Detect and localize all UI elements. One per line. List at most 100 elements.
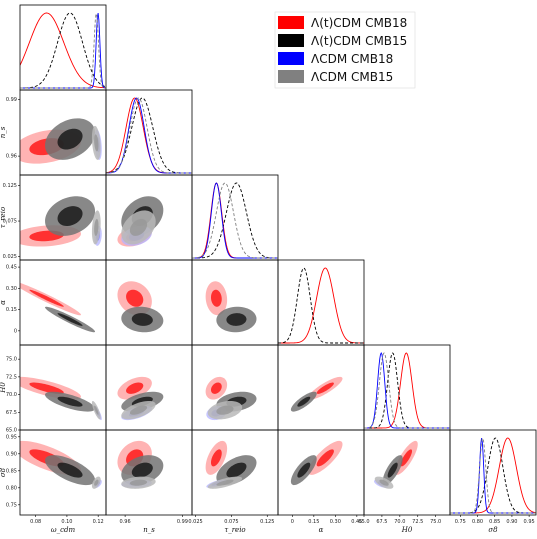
- panel-frame: [277, 429, 365, 516]
- legend-label-t_cmb18: Λ(t)CDM CMB18: [311, 16, 407, 30]
- y-tick-label: 0.95: [6, 434, 17, 440]
- contour-t_cmb15-alpha-sigma8-1sigma: [297, 462, 311, 478]
- x-tick-label: 0.75: [455, 519, 466, 525]
- panel-omega_cdm-H0: 65.0 67.5 70.0 72.5 75.0 H0: [0, 344, 107, 434]
- panel-frame: [191, 344, 279, 431]
- contour-t_cmb18-alpha-H0-1sigma: [316, 382, 334, 394]
- contour-l_cmb15-n_s-tau_reio-1sigma: [129, 218, 148, 236]
- legend-label-l_cmb15: ΛCDM CMB15: [311, 70, 393, 84]
- contour-l_cmb15-tau_reio-sigma8-1sigma: [216, 479, 234, 486]
- x-axis-label-n_s: n_s: [143, 526, 155, 534]
- y-axis-label-H0: H0: [0, 382, 7, 394]
- contour-t_cmb15-omega_cdm-tau_reio-1sigma: [57, 206, 83, 226]
- marginal-t_cmb15-sigma8: [450, 437, 536, 514]
- y-tick-label: 70.0: [6, 392, 17, 398]
- legend-label-t_cmb15: Λ(t)CDM CMB15: [311, 34, 407, 48]
- panels: 0.96 0.99 n_s 0.025 0.075 0.125 τ_reio 0 0.15 0.3…: [0, 4, 537, 534]
- contour-l_cmb15-tau_reio-H0-1sigma: [216, 405, 234, 415]
- x-tick-label: 0: [291, 519, 294, 525]
- marginal-l_cmb15-H0: [364, 352, 450, 429]
- panel-omega_cdm-tau_reio: 0.025 0.075 0.125 τ_reio: [0, 174, 107, 261]
- y-tick-label: 72.5: [6, 374, 17, 380]
- y-tick-label: 0.75: [6, 502, 17, 508]
- x-tick-label: 0.08: [30, 519, 41, 525]
- y-tick-label: 0.075: [3, 219, 17, 225]
- contour-l_cmb15-H0-sigma8-1sigma: [379, 479, 389, 486]
- panel-H0-H0: [363, 344, 451, 431]
- panel-alpha-sigma8: 0 0.15 0.30 0.45 α: [277, 429, 365, 534]
- contour-t_cmb18-alpha-sigma8-1sigma: [316, 449, 334, 467]
- x-tick-label: 0.15: [308, 519, 319, 525]
- panel-H0-sigma8: 65.0 67.5 70.0 72.5 75.0 H0: [358, 429, 451, 534]
- contour-t_cmb18-n_s-H0-1sigma: [126, 382, 144, 394]
- panel-frame: [191, 259, 279, 346]
- contour-t_cmb15-omega_cdm-n_s-1sigma: [57, 128, 83, 150]
- legend-swatch-l_cmb15: [278, 70, 304, 83]
- legend-swatch-l_cmb18: [278, 52, 304, 65]
- contour-t_cmb18-H0-sigma8-1sigma: [400, 449, 413, 467]
- marginal-t_cmb18-sigma8: [450, 437, 536, 514]
- x-tick-label: 65.0: [358, 519, 369, 525]
- y-tick-label: 0: [14, 328, 17, 334]
- x-tick-label: 0.075: [224, 519, 238, 525]
- x-tick-label: 0.99: [177, 519, 188, 525]
- y-tick-label: 0.90: [6, 451, 17, 457]
- marginal-t_cmb18-omega_cdm: [20, 12, 106, 89]
- contour-t_cmb18-n_s-alpha-1sigma: [126, 289, 144, 307]
- contour-l_cmb15-n_s-sigma8-1sigma: [129, 479, 148, 486]
- marginal-l_cmb15-omega_cdm: [20, 13, 106, 89]
- y-tick-label: 67.5: [6, 410, 17, 416]
- x-tick-label: 72.5: [412, 519, 423, 525]
- panel-sigma8-sigma8: 0.75 0.80 0.85 0.90 0.95 σ8: [449, 429, 537, 534]
- x-tick-label: 0.025: [188, 519, 202, 525]
- x-tick-label: 67.5: [376, 519, 387, 525]
- panel-n_s-alpha: [105, 259, 193, 346]
- panel-frame: [277, 259, 365, 346]
- x-axis-label-tau_reio: τ_reio: [224, 526, 245, 534]
- y-tick-label: 0.125: [3, 183, 17, 189]
- x-axis-label-sigma8: σ8: [488, 526, 498, 534]
- panel-omega_cdm-omega_cdm: [19, 4, 107, 91]
- panel-n_s-H0: [105, 344, 193, 431]
- legend-swatch-t_cmb18: [278, 16, 304, 29]
- panel-omega_cdm-alpha: 0 0.15 0.30 0.45 α: [0, 259, 107, 346]
- panel-frame: [191, 174, 279, 261]
- x-tick-label: 0.45: [351, 519, 362, 525]
- y-tick-label: 75.0: [6, 357, 17, 363]
- x-tick-label: 0.30: [330, 519, 341, 525]
- marginal-l_cmb18-sigma8: [450, 438, 536, 514]
- panel-omega_cdm-n_s: 0.96 0.99 n_s: [0, 89, 107, 176]
- contour-t_cmb18-omega_cdm-H0-1sigma: [29, 382, 64, 394]
- contour-t_cmb15-H0-sigma8-1sigma: [387, 462, 398, 478]
- y-axis-label-n_s: n_s: [0, 126, 7, 138]
- contour-t_cmb15-omega_cdm-H0-1sigma: [57, 396, 83, 407]
- contour-t_cmb15-n_s-sigma8-1sigma: [131, 462, 153, 478]
- panel-frame: [449, 429, 537, 516]
- contour-t_cmb18-tau_reio-alpha-1sigma: [210, 289, 222, 307]
- legend: Λ(t)CDM CMB18 Λ(t)CDM CMB15 ΛCDM CMB18 ΛCDM…: [274, 11, 416, 89]
- panel-tau_reio-alpha: [191, 259, 279, 346]
- y-tick-label: 65.0: [6, 428, 17, 434]
- marginal-l_cmb18-H0: [364, 351, 450, 429]
- legend-swatch-t_cmb15: [278, 34, 304, 47]
- y-tick-label: 0.025: [3, 254, 17, 260]
- x-axis-label-H0: H0: [401, 526, 413, 534]
- y-axis-label-tau_reio: τ_reio: [0, 207, 7, 228]
- marginal-l_cmb15-n_s: [106, 97, 192, 174]
- contour-t_cmb15-alpha-H0-1sigma: [297, 396, 311, 407]
- panel-alpha-alpha: [277, 259, 365, 346]
- y-tick-label: 0.15: [6, 307, 17, 313]
- panel-frame: [19, 4, 107, 91]
- legend-label-l_cmb18: ΛCDM CMB18: [311, 52, 393, 66]
- x-tick-label: 0.96: [120, 519, 131, 525]
- x-tick-label: 0.85: [489, 519, 500, 525]
- panel-alpha-H0: [277, 344, 365, 431]
- x-axis-label-alpha: α: [319, 526, 324, 534]
- contour-t_cmb18-tau_reio-sigma8-1sigma: [210, 449, 222, 467]
- y-axis-label-alpha: α: [0, 300, 7, 305]
- x-tick-label: 0.80: [472, 519, 483, 525]
- contour-t_cmb15-tau_reio-sigma8-1sigma: [226, 462, 247, 478]
- panel-frame: [105, 89, 193, 176]
- contour-l_cmb15-omega_cdm-sigma8-1sigma: [94, 479, 99, 486]
